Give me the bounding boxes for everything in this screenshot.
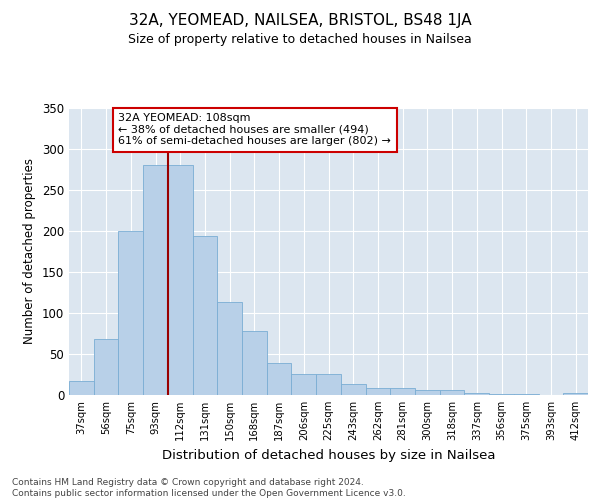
Bar (217, 302, 242, 395)
Bar (390, 388, 415, 395)
X-axis label: Distribution of detached houses by size in Nailsea: Distribution of detached houses by size … (162, 448, 495, 462)
Text: Size of property relative to detached houses in Nailsea: Size of property relative to detached ho… (128, 32, 472, 46)
Text: 32A, YEOMEAD, NAILSEA, BRISTOL, BS48 1JA: 32A, YEOMEAD, NAILSEA, BRISTOL, BS48 1JA (128, 12, 472, 28)
Bar (415, 390, 440, 395)
Bar (143, 165, 168, 395)
Bar (94, 339, 118, 395)
Bar (464, 392, 489, 395)
Bar (69, 381, 94, 395)
Bar (365, 388, 390, 395)
Bar (242, 331, 267, 395)
Bar (440, 390, 464, 395)
Y-axis label: Number of detached properties: Number of detached properties (23, 158, 37, 344)
Bar (341, 384, 365, 395)
Bar (267, 363, 292, 395)
Bar (563, 394, 588, 395)
Bar (514, 394, 539, 395)
Bar (316, 374, 341, 395)
Bar (168, 165, 193, 395)
Text: 32A YEOMEAD: 108sqm
← 38% of detached houses are smaller (494)
61% of semi-detac: 32A YEOMEAD: 108sqm ← 38% of detached ho… (118, 114, 391, 146)
Bar (489, 394, 514, 395)
Text: Contains HM Land Registry data © Crown copyright and database right 2024.
Contai: Contains HM Land Registry data © Crown c… (12, 478, 406, 498)
Bar (118, 230, 143, 395)
Bar (292, 374, 316, 395)
Bar (193, 236, 217, 395)
